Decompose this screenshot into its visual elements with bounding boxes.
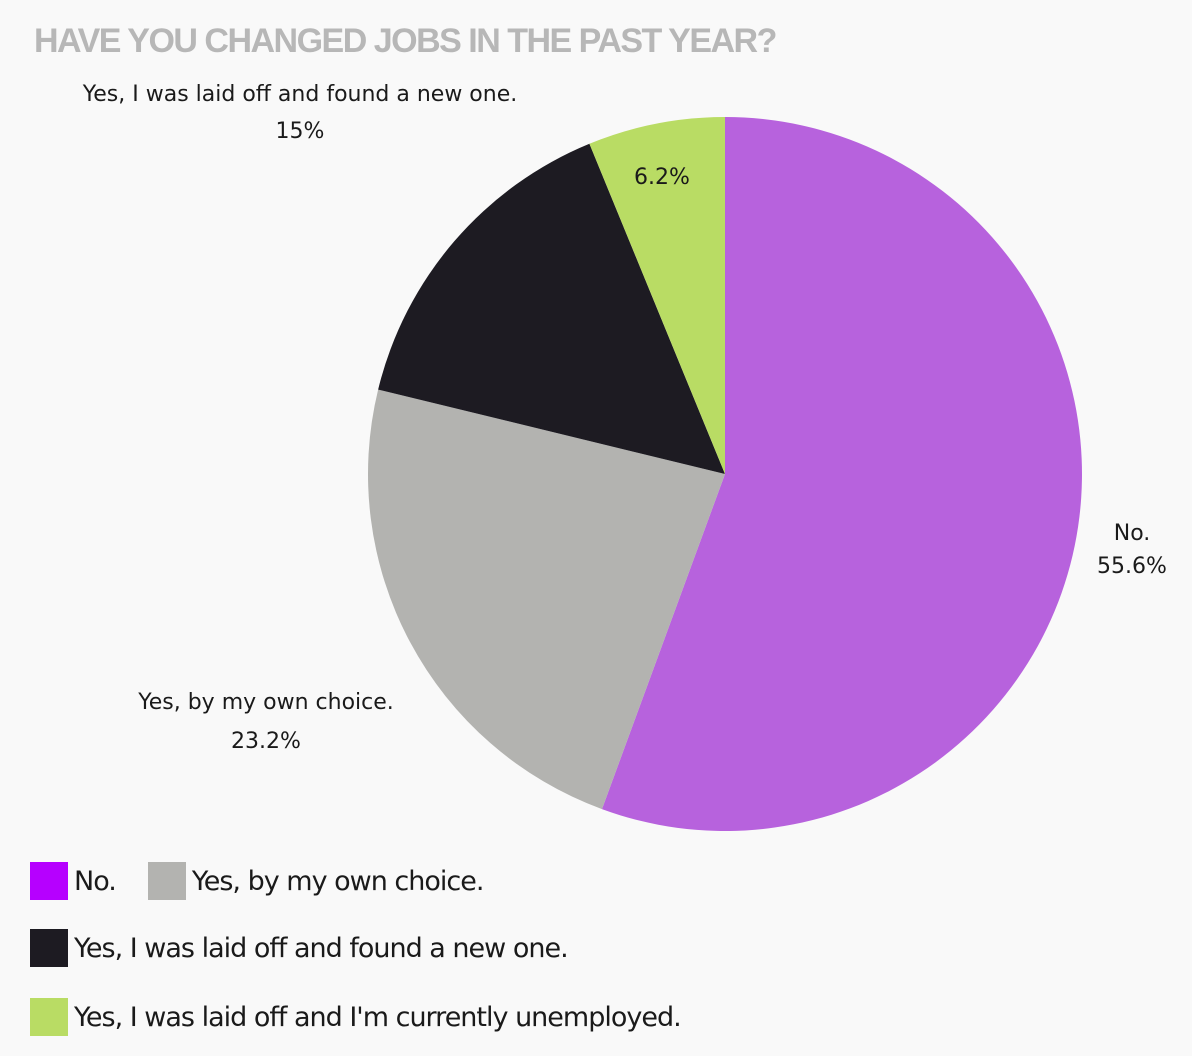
legend-row-1: No. Yes, by my own choice. xyxy=(30,862,515,900)
slice-label-unemployed-value: 6.2% xyxy=(634,165,690,190)
slice-label-own-choice-value: 23.2% xyxy=(231,729,301,754)
pie-labels: No. 55.6% Yes, by my own choice. 23.2% Yes, … xyxy=(82,82,1167,754)
legend-item-unemployed[interactable]: Yes, I was laid off and I'm currently un… xyxy=(30,998,682,1036)
pie-slice-laid-off-new[interactable] xyxy=(378,143,725,474)
legend-item-no[interactable]: No. xyxy=(30,862,117,900)
pie-slice-no[interactable] xyxy=(601,117,1082,831)
legend-swatch-unemployed xyxy=(30,998,68,1036)
legend-label-own-choice: Yes, by my own choice. xyxy=(191,865,485,897)
pie-slices xyxy=(368,117,1082,831)
legend-row-2: Yes, I was laid off and found a new one. xyxy=(30,929,600,967)
legend-swatch-no xyxy=(30,862,68,900)
slice-label-no-value: 55.6% xyxy=(1097,554,1167,579)
pie-slice-unemployed[interactable] xyxy=(589,117,725,474)
chart-title: HAVE YOU CHANGED JOBS IN THE PAST YEAR? xyxy=(34,22,777,60)
legend-label-no: No. xyxy=(74,865,117,897)
pie-slice-own-choice[interactable] xyxy=(368,389,725,810)
legend-label-unemployed: Yes, I was laid off and I'm currently un… xyxy=(74,1001,682,1033)
slice-label-laid-off-new-value: 15% xyxy=(276,119,325,144)
legend-swatch-own-choice xyxy=(147,862,186,900)
legend-label-laid-off-new: Yes, I was laid off and found a new one. xyxy=(74,932,569,964)
slice-label-laid-off-new-name: Yes, I was laid off and found a new one. xyxy=(82,82,518,107)
legend-item-laid-off-new[interactable]: Yes, I was laid off and found a new one. xyxy=(30,929,569,967)
slice-label-no-name: No. xyxy=(1114,521,1151,546)
legend-item-own-choice[interactable]: Yes, by my own choice. xyxy=(147,862,485,900)
legend-row-3: Yes, I was laid off and I'm currently un… xyxy=(30,998,713,1036)
slice-label-own-choice-name: Yes, by my own choice. xyxy=(137,690,394,715)
legend-swatch-laid-off-new xyxy=(30,929,68,967)
